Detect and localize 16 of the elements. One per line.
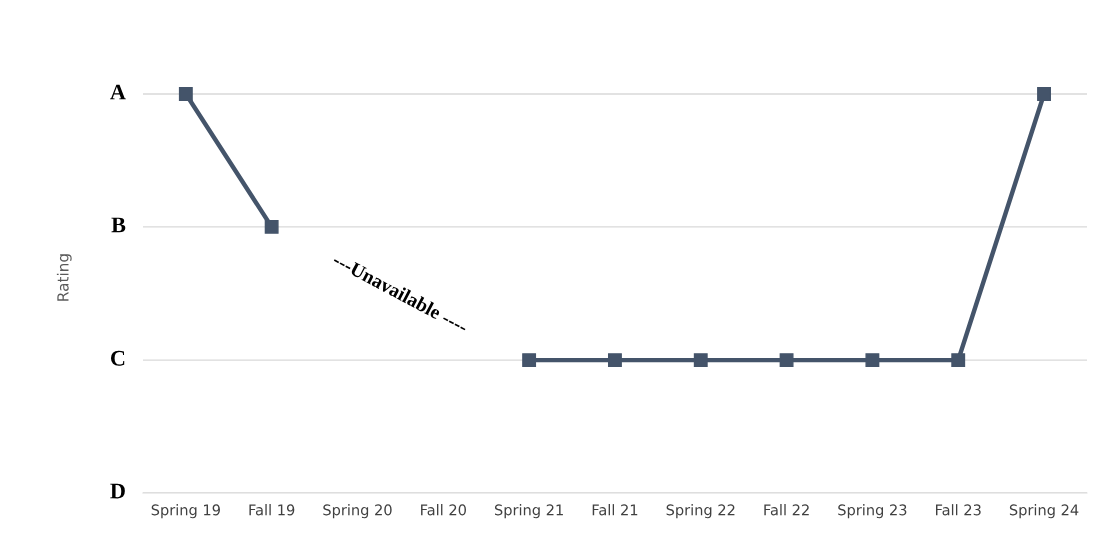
x-tick-label: Fall 21 — [592, 504, 638, 516]
x-tick-label: Spring 21 — [494, 504, 563, 519]
ref-line-label: B — [111, 217, 126, 233]
ref-line-label: A — [110, 84, 126, 100]
x-tick-label: Spring 19 — [151, 504, 220, 519]
x-tick-label: Fall 23 — [936, 504, 981, 516]
x-tick-label: Spring 20 — [323, 504, 392, 519]
ref-line-label: D — [110, 483, 125, 499]
x-tick-label: Spring 24 — [1009, 504, 1079, 519]
ref-line-label: C — [110, 350, 125, 366]
x-tick-label: Fall 22 — [764, 504, 809, 516]
y-axis-title: Rating — [56, 254, 72, 301]
x-tick-label: Fall 20 — [421, 504, 466, 516]
x-tick-label: Fall 19 — [249, 504, 295, 516]
x-tick-label: Spring 23 — [838, 504, 907, 519]
x-tick-label: Spring 22 — [666, 504, 735, 519]
